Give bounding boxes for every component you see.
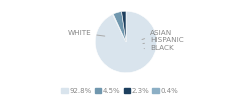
Wedge shape (113, 12, 126, 42)
Wedge shape (95, 11, 157, 73)
Wedge shape (122, 11, 126, 42)
Text: WHITE: WHITE (67, 30, 105, 36)
Wedge shape (113, 14, 126, 42)
Text: BLACK: BLACK (144, 44, 174, 50)
Text: HISPANIC: HISPANIC (143, 37, 184, 44)
Legend: 92.8%, 4.5%, 2.3%, 0.4%: 92.8%, 4.5%, 2.3%, 0.4% (59, 85, 181, 96)
Text: ASIAN: ASIAN (142, 30, 172, 40)
